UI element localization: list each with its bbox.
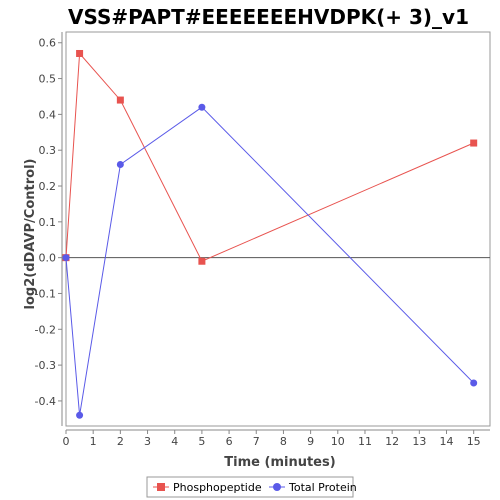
data-point: [116, 161, 124, 169]
plot-area: [65, 31, 491, 427]
x-tick-label: 2: [117, 435, 124, 448]
y-tick-label: -0.4: [35, 395, 56, 408]
series-layer: [62, 49, 478, 419]
y-axis: -0.4 -0.3 -0.2 -0.1 0.0 0.1 0.2 0.3 0.4 0.5 0.6: [35, 32, 63, 426]
x-tick-label: 13: [412, 435, 426, 448]
legend-marker: [157, 483, 165, 491]
data-point: [470, 379, 478, 387]
x-axis-label: Time (minutes): [224, 455, 335, 470]
y-tick-label: 0.4: [39, 108, 57, 121]
x-tick-label: 5: [198, 435, 205, 448]
y-axis-label: log2(dDAVP/Control): [23, 159, 38, 310]
x-tick-label: 10: [331, 435, 345, 448]
y-tick-label: -0.3: [35, 359, 56, 372]
legend: Phosphopeptide Total Protein: [146, 476, 357, 498]
x-tick-label: 12: [385, 435, 399, 448]
legend-label: Phosphopeptide: [173, 481, 262, 494]
series-total-protein: [62, 103, 478, 419]
y-tick-label: -0.1: [35, 287, 56, 300]
x-tick-label: 7: [253, 435, 260, 448]
data-point: [198, 257, 206, 265]
chart-title: VSS#PAPT#EEEEEEEHVDPK(+ 3)_v1: [68, 5, 469, 29]
x-tick-label: 1: [90, 435, 97, 448]
y-tick-label: 0.3: [39, 144, 57, 157]
data-point: [62, 254, 70, 262]
y-tick-label: 0.6: [39, 37, 57, 50]
y-tick-label: 0.1: [39, 216, 57, 229]
plot-border: [65, 31, 491, 427]
x-tick-label: 14: [440, 435, 454, 448]
y-tick-label: 0.0: [39, 252, 57, 265]
legend-box: [146, 476, 354, 498]
data-point: [76, 49, 84, 57]
legend-marker: [273, 483, 281, 491]
x-tick-label: 3: [144, 435, 151, 448]
y-tick-label: 0.5: [39, 73, 57, 86]
data-point: [116, 96, 124, 104]
x-tick-label: 0: [63, 435, 70, 448]
x-tick-label: 11: [358, 435, 372, 448]
data-point: [470, 139, 478, 147]
data-point: [198, 103, 206, 111]
legend-label: Total Protein: [288, 481, 357, 494]
y-tick-label: -0.2: [35, 323, 56, 336]
x-tick-label: 8: [280, 435, 287, 448]
data-point: [76, 411, 84, 419]
x-tick-label: 6: [226, 435, 233, 448]
x-tick-label: 9: [307, 435, 314, 448]
x-axis: 0 1 2 3 4 5 6 7 8 9 10 11 12 13 14 15: [63, 429, 490, 448]
x-tick-label: 4: [171, 435, 178, 448]
y-tick-label: 0.2: [39, 180, 57, 193]
x-tick-label: 15: [467, 435, 481, 448]
